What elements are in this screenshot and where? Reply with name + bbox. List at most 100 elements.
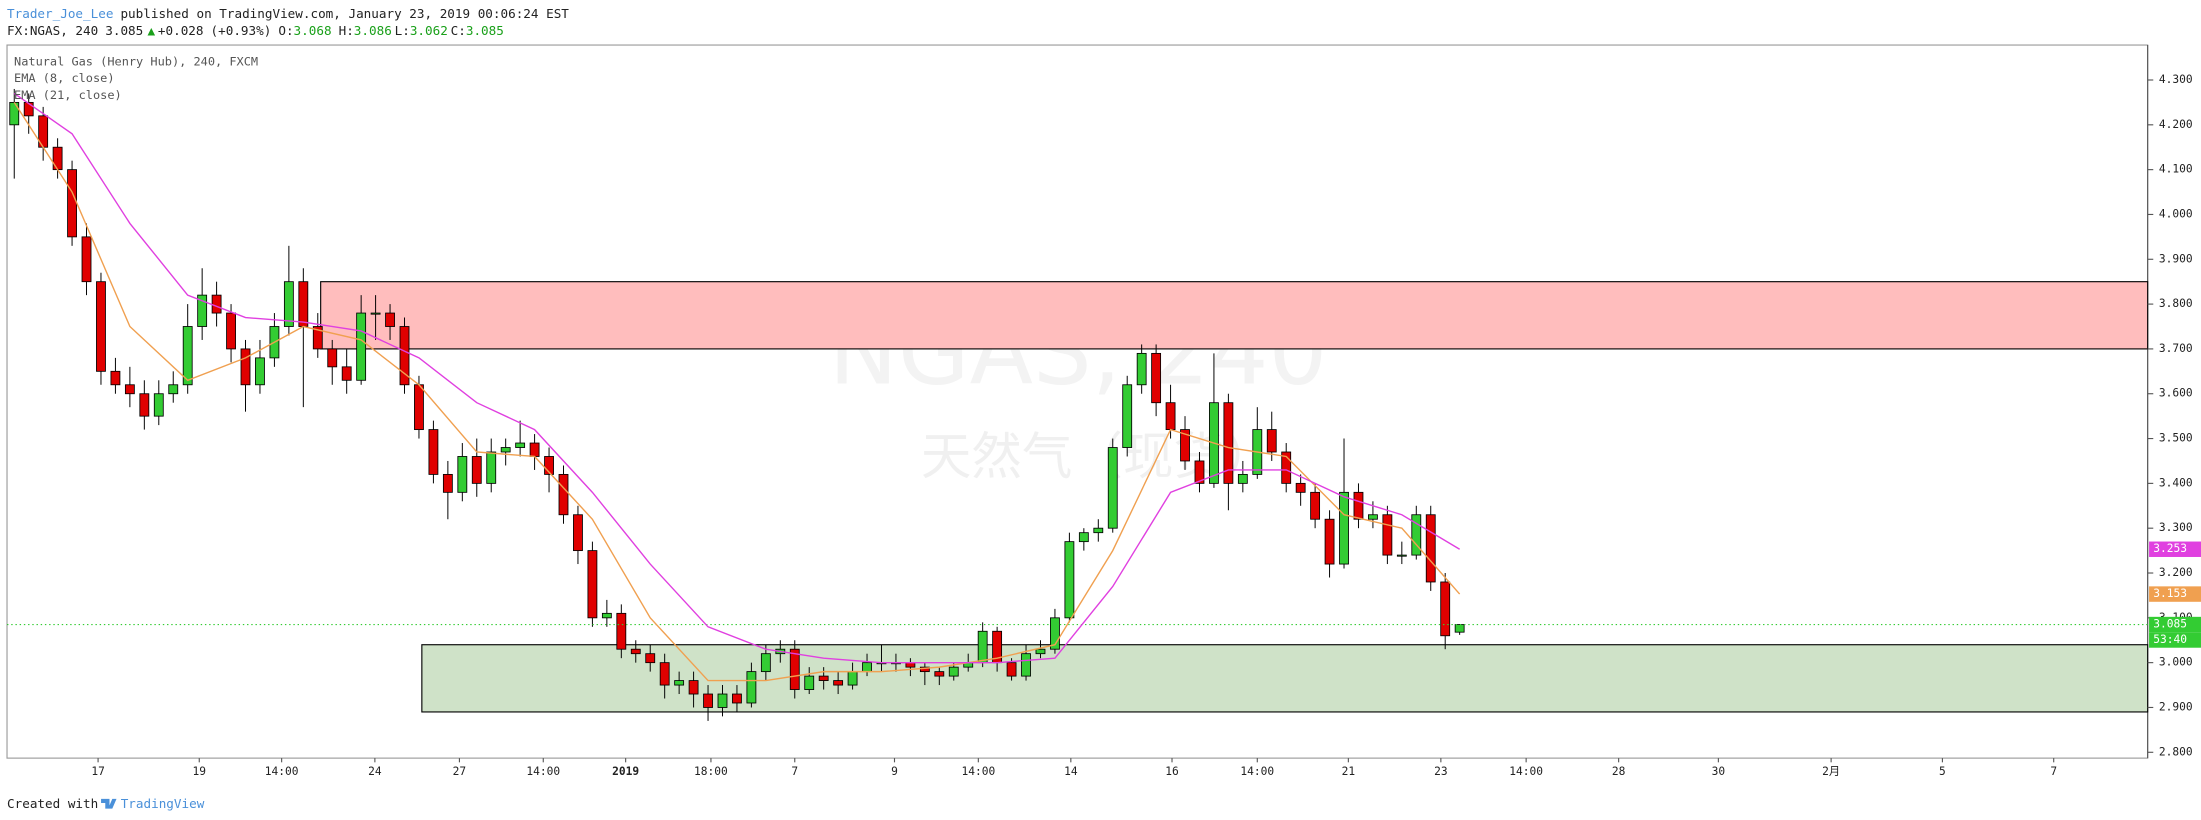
candle-body xyxy=(601,612,612,619)
candle-body xyxy=(1295,482,1306,493)
candle-body xyxy=(833,680,844,686)
zone xyxy=(421,644,2149,713)
close-value: 3.085 xyxy=(466,23,504,38)
candle-body xyxy=(1093,527,1104,534)
candle-body xyxy=(298,281,309,327)
candle-body xyxy=(789,648,800,690)
zone xyxy=(320,281,2149,350)
x-tick-label: 19 xyxy=(192,765,206,778)
candle-body xyxy=(1411,514,1422,556)
ema-price-tag-bg xyxy=(2149,541,2201,557)
candle-body xyxy=(818,675,829,682)
candle-body xyxy=(197,294,208,327)
low-value: 3.062 xyxy=(410,23,448,38)
y-tick-label: 3.900 xyxy=(2159,252,2193,265)
x-tick-label: 7 xyxy=(791,765,798,778)
candle-body xyxy=(500,447,511,453)
y-tick-label: 3.000 xyxy=(2159,656,2193,669)
candle-body xyxy=(977,630,988,664)
ema-line xyxy=(13,92,1461,664)
candle-body xyxy=(9,101,20,126)
candle-body xyxy=(1339,491,1349,565)
published: published on TradingView.com, January 23… xyxy=(120,6,569,21)
brand-logo xyxy=(101,798,117,809)
candle-body xyxy=(934,671,945,677)
x-tick-label: 18:00 xyxy=(694,765,728,778)
candle-body xyxy=(67,169,77,238)
candle-body xyxy=(1180,429,1190,462)
change-arrow: ▲ xyxy=(147,23,155,38)
header-line-1: Trader_Joe_Lee published on TradingView.c… xyxy=(7,6,569,21)
x-tick-label: 7 xyxy=(2050,765,2057,778)
candle-body xyxy=(1078,532,1089,543)
close-label: C: xyxy=(451,23,466,38)
candle-body xyxy=(1266,429,1277,453)
watermark-sub: 天然气（现货） xyxy=(921,427,1275,486)
candle-body xyxy=(442,473,453,493)
candle-body xyxy=(1440,581,1451,637)
candle-body xyxy=(544,456,554,475)
x-tick-label: 23 xyxy=(1434,765,1448,778)
y-tick-label: 3.600 xyxy=(2159,387,2193,400)
y-tick-label: 3.500 xyxy=(2159,432,2193,445)
legend-entry: Natural Gas (Henry Hub), 240, FXCM xyxy=(14,54,258,68)
candle-body xyxy=(1425,514,1436,583)
candle-body xyxy=(428,429,439,475)
y-tick-label: 2.800 xyxy=(2159,745,2193,758)
candle-body xyxy=(1035,648,1046,655)
candle-body xyxy=(1064,541,1075,619)
author[interactable]: Trader_Joe_Lee xyxy=(7,6,113,21)
candle-body xyxy=(659,662,670,686)
candle-body xyxy=(1194,460,1205,484)
x-tick-label: 14:00 xyxy=(961,765,995,778)
x-tick-label: 14:00 xyxy=(265,765,299,778)
x-tick-label: 2月 xyxy=(1822,765,1840,778)
candle-body xyxy=(399,326,410,386)
last-price-tag: 3.085 xyxy=(2153,618,2187,631)
candle-body xyxy=(385,312,395,327)
x-tick-label: 16 xyxy=(1165,765,1179,778)
x-tick-label: 27 xyxy=(453,765,467,778)
candle-body xyxy=(370,312,381,315)
candle-body xyxy=(804,675,815,690)
candle-body xyxy=(182,326,193,386)
candle-body xyxy=(255,357,265,386)
last-price-tag-bg xyxy=(2149,616,2201,633)
candle-body xyxy=(124,384,135,395)
ema-price-tag: 3.253 xyxy=(2153,542,2187,555)
legend-entry: EMA (21, close) xyxy=(14,88,122,102)
ema-price-tag: 3.153 xyxy=(2153,587,2187,600)
candle-body xyxy=(1122,384,1133,448)
candle-body xyxy=(760,653,771,673)
candle-body xyxy=(139,393,150,417)
candle-body xyxy=(703,693,713,708)
candle-body xyxy=(168,384,179,395)
ema-line xyxy=(13,102,1461,682)
candle-body xyxy=(587,550,598,619)
candle-body xyxy=(1223,402,1234,484)
candle-body xyxy=(688,680,699,695)
candle-body xyxy=(717,693,728,708)
candle-body xyxy=(847,671,858,686)
ema-price-tag-bg xyxy=(2149,586,2201,602)
axes: 2.8002.9003.0003.1003.2003.3003.4003.500… xyxy=(91,73,2201,778)
candle-body xyxy=(1021,653,1031,677)
candle-body xyxy=(240,348,251,386)
candle-body xyxy=(529,442,540,457)
candle-body xyxy=(356,312,367,381)
open-value: 3.068 xyxy=(294,23,332,38)
candle-body xyxy=(1368,514,1378,520)
x-tick-label: 14:00 xyxy=(1240,765,1274,778)
candle-body xyxy=(1396,554,1407,557)
y-tick-label: 2.900 xyxy=(2159,700,2193,713)
x-tick-label: 24 xyxy=(368,765,382,778)
legend: Natural Gas (Henry Hub), 240, FXCM EMA (8… xyxy=(14,54,258,102)
candle-body xyxy=(1353,491,1364,520)
candle-body xyxy=(457,456,468,493)
x-tick-label: 14:00 xyxy=(1509,765,1543,778)
footer-brand[interactable]: TradingView xyxy=(121,796,205,811)
legend-entry: EMA (8, close) xyxy=(14,71,115,85)
x-tick-label: 17 xyxy=(91,765,105,778)
